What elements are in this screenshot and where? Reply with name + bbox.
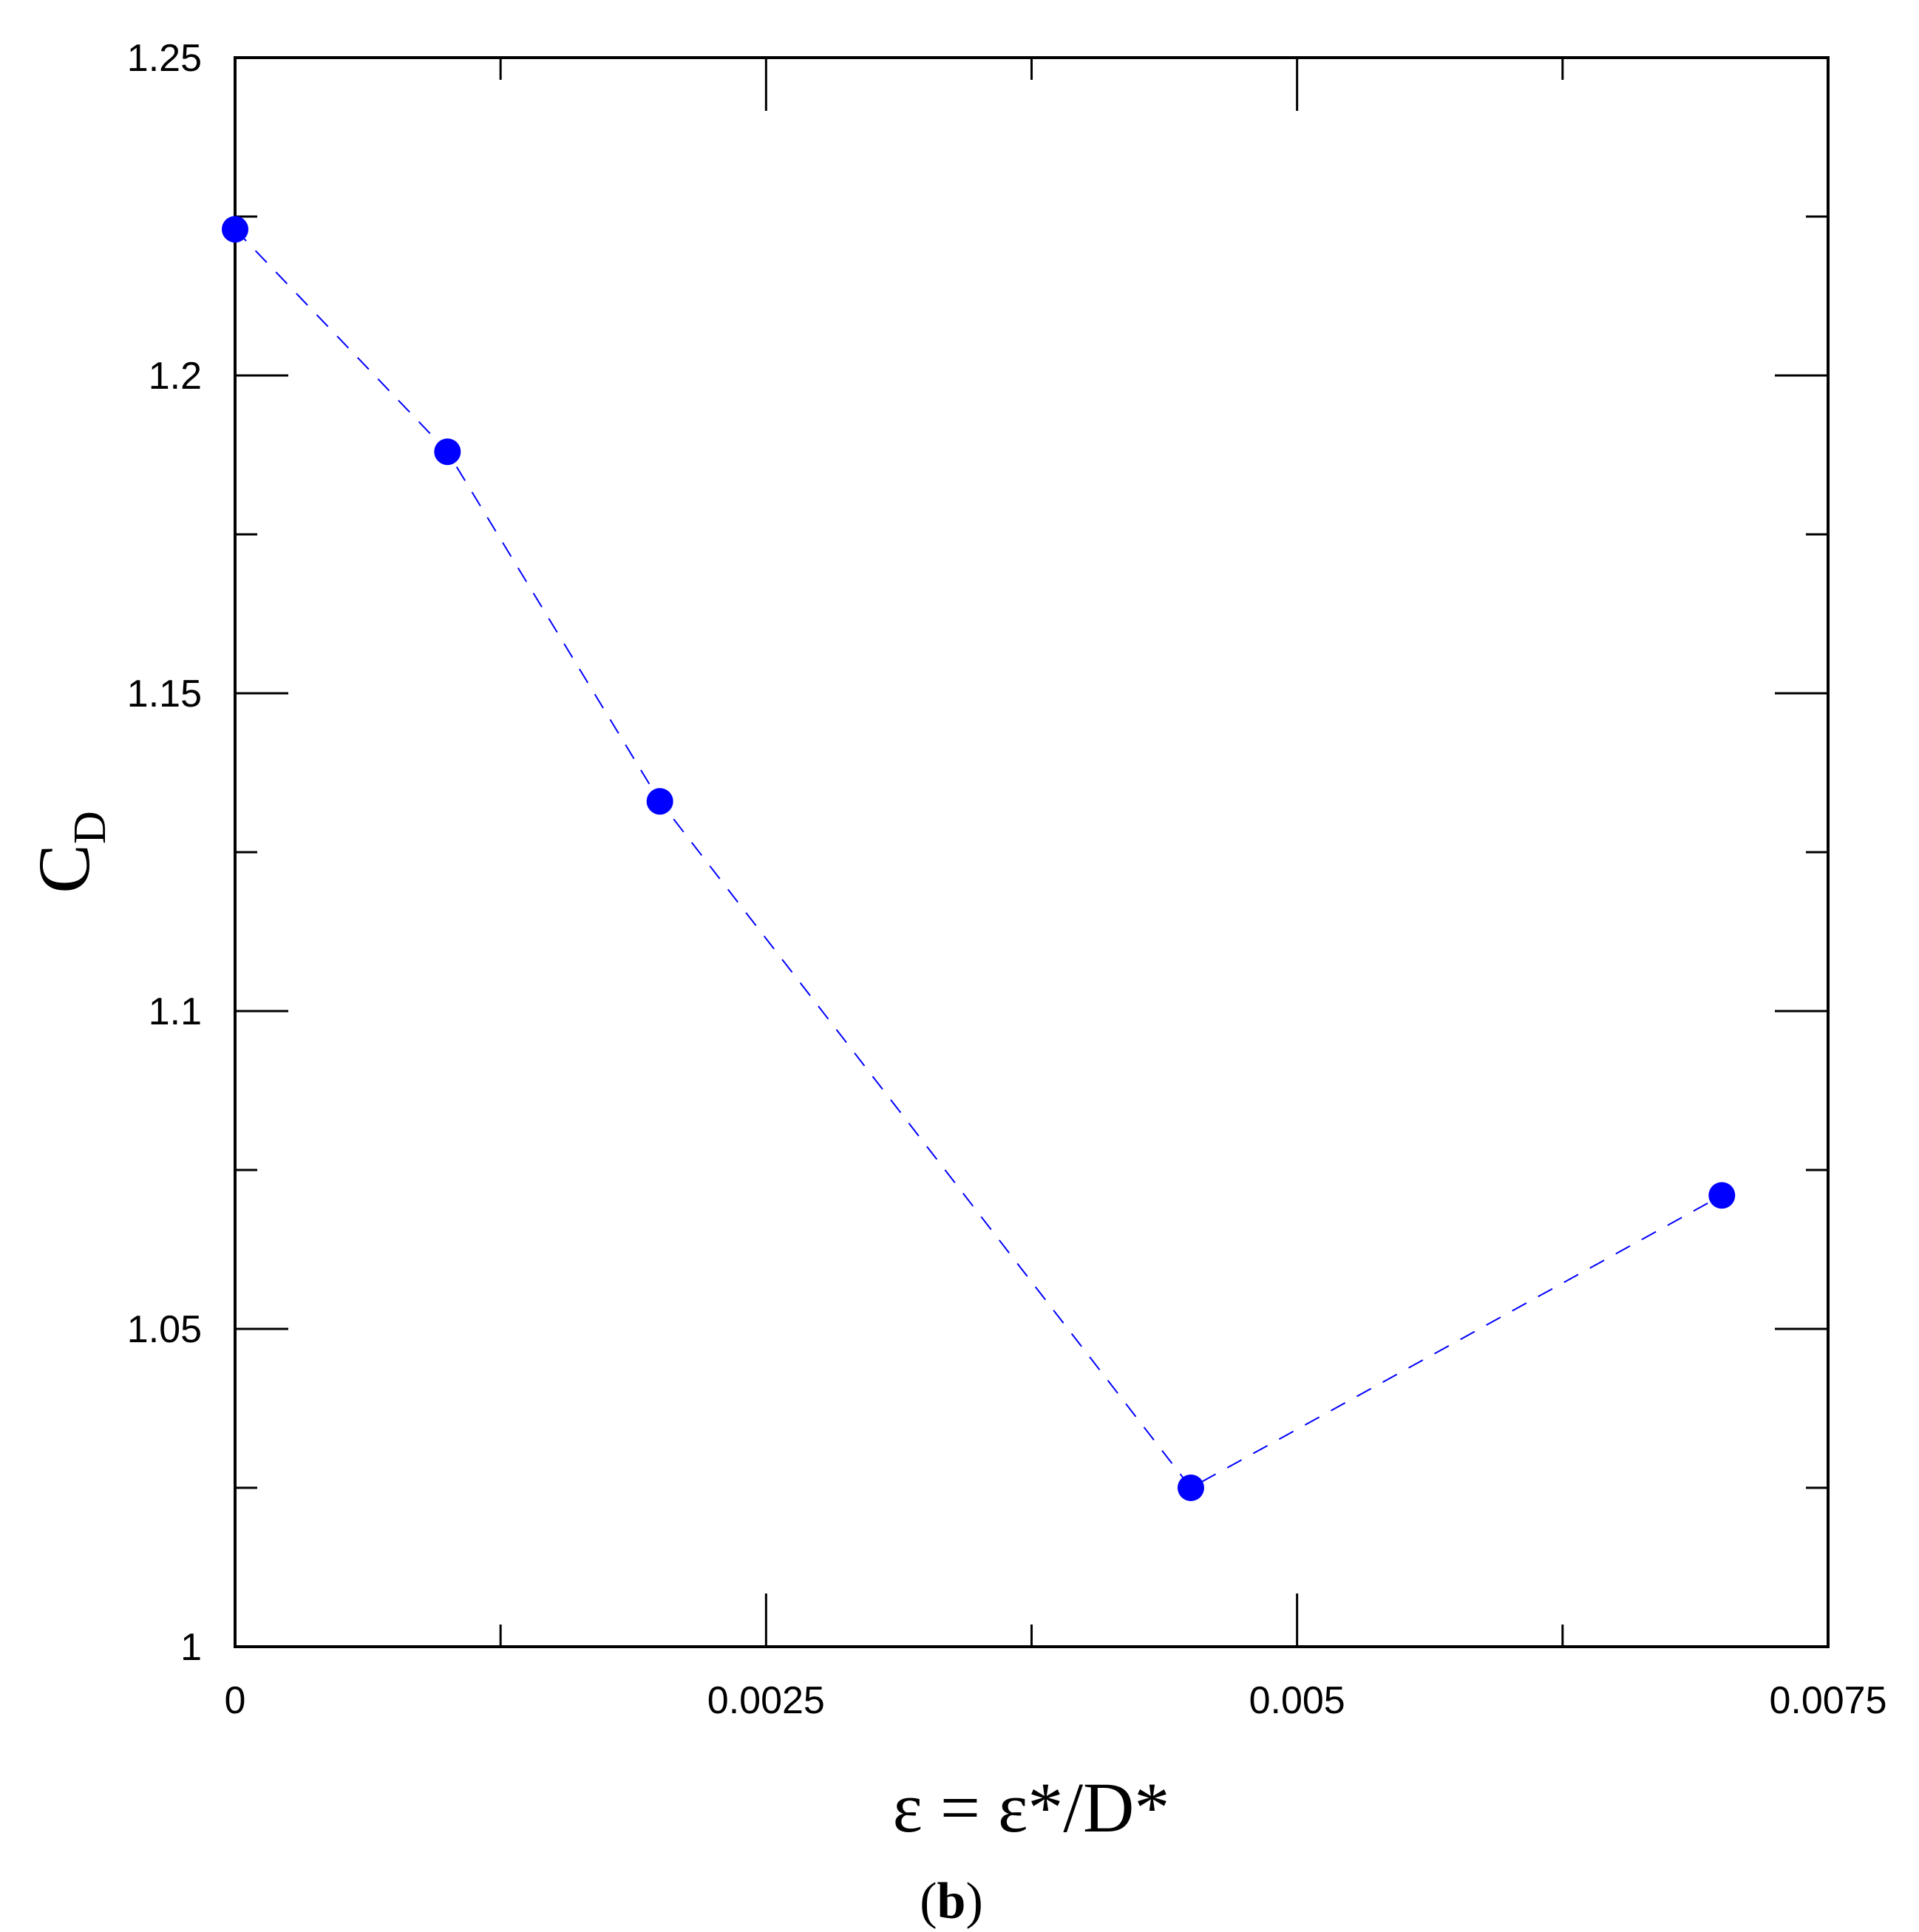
data-point: [646, 788, 673, 815]
panel-caption-letter: b: [937, 1873, 966, 1930]
panel-caption-open: (: [920, 1873, 937, 1930]
y-tick-label: 1.05: [127, 1308, 202, 1351]
data-point: [1178, 1474, 1204, 1501]
plot-frame: [234, 56, 1830, 1648]
panel-caption-close: ): [965, 1873, 982, 1930]
y-tick-label: 1.1: [149, 990, 202, 1033]
y-tick-label: 1.15: [127, 673, 202, 715]
x-tick-label: 0.0075: [1769, 1679, 1886, 1722]
x-tick-label: 0.0025: [707, 1679, 825, 1722]
y-axis-title-main: C: [23, 844, 105, 894]
series-layer: [222, 216, 1736, 1501]
ticks-layer: [234, 56, 1830, 1648]
data-point: [434, 438, 461, 466]
y-tick-label: 1.2: [149, 355, 202, 398]
tick-labels-layer: 0 0.0025 0.005 0.0075 1 1.05 1.1 1.15 1.2 1.25: [127, 37, 1887, 1722]
data-point: [222, 216, 248, 243]
y-tick-label: 1.25: [127, 37, 202, 80]
series-line: [234, 228, 1722, 1489]
y-axis-title: CD: [23, 811, 115, 893]
x-tick-label: 0.005: [1249, 1679, 1345, 1722]
data-point: [1708, 1182, 1736, 1209]
y-tick-label: 1: [180, 1626, 202, 1669]
y-axis-title-subscript: D: [65, 811, 115, 844]
x-axis-title: ε = ε*/D*: [893, 1768, 1170, 1847]
panel-caption: (b): [920, 1873, 983, 1930]
x-tick-label: 0: [225, 1679, 246, 1722]
